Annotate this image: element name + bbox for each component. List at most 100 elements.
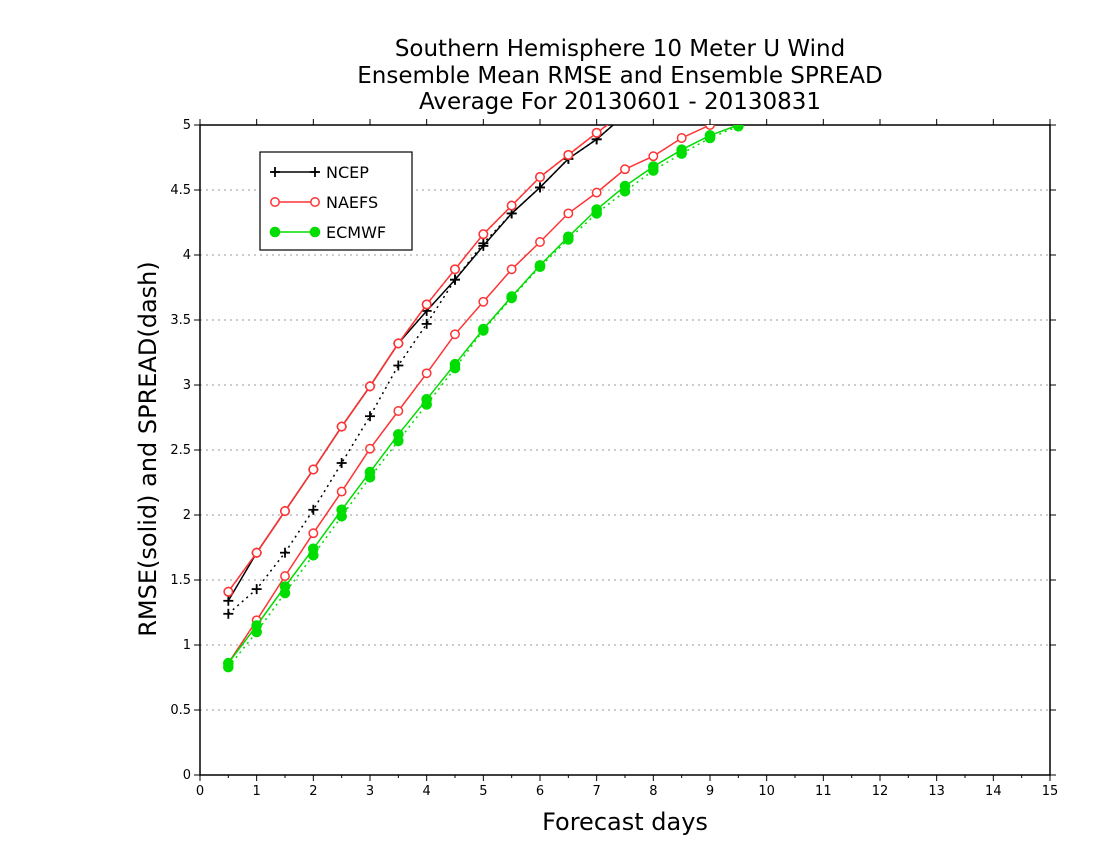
data-point-naefs-spread xyxy=(223,586,234,597)
data-point-ncep-spread xyxy=(223,608,234,619)
x-tick-label: 6 xyxy=(536,784,544,799)
data-point-naefs-spread xyxy=(421,299,432,310)
data-point-ncep-rmse xyxy=(223,595,234,606)
data-point-ecmwf-spread xyxy=(704,132,716,144)
data-point-naefs-spread xyxy=(506,200,517,211)
data-point-naefs-spread xyxy=(308,464,319,475)
data-point-ncep-spread xyxy=(308,504,319,515)
y-tick-label: 1.5 xyxy=(170,573,191,588)
data-point-ecmwf-spread xyxy=(364,472,376,483)
data-point-naefs-rmse2 xyxy=(280,571,290,582)
data-point-naefs-spread xyxy=(563,149,574,160)
data-point-ecmwf-spread xyxy=(308,550,319,561)
data-point-naefs-rmse2 xyxy=(506,264,517,275)
data-point-ncep-spread xyxy=(450,274,460,285)
series-line-naefs-rmse xyxy=(227,125,609,593)
legend: NCEP NAEFS ECMWF xyxy=(259,151,413,251)
data-point-naefs-rmse2 xyxy=(648,151,659,162)
chart-title-line-1: Southern Hemisphere 10 Meter U Wind xyxy=(394,36,846,62)
x-tick-label: 12 xyxy=(872,784,889,799)
x-tick-label: 10 xyxy=(758,784,775,799)
data-point-ncep-spread xyxy=(280,547,290,558)
data-point-naefs-spread xyxy=(535,172,545,182)
data-point-ncep-spread xyxy=(535,182,545,193)
legend-marker-ncep-start xyxy=(270,167,280,177)
data-point-naefs-rmse2 xyxy=(336,486,347,497)
x-tick-label: 8 xyxy=(649,784,657,799)
series-line-naefs-spread xyxy=(227,125,609,593)
data-point-ecmwf-spread xyxy=(223,661,234,673)
data-point-ecmwf-spread xyxy=(733,125,744,132)
data-point-naefs-rmse2 xyxy=(705,125,715,130)
y-tick-label: 1 xyxy=(183,638,191,653)
x-tick-label: 0 xyxy=(196,784,204,799)
data-point-naefs-rmse2 xyxy=(676,133,687,143)
data-point-naefs-spread xyxy=(450,264,460,275)
x-tick-label: 5 xyxy=(479,784,487,799)
data-point-ecmwf-spread xyxy=(336,511,347,522)
y-tick-label: 4.5 xyxy=(170,183,191,198)
y-tick-label: 0.5 xyxy=(170,703,191,718)
data-point-ecmwf-spread xyxy=(279,587,291,599)
y-tick-label: 3 xyxy=(183,378,191,393)
data-point-naefs-spread xyxy=(251,547,262,558)
chart-title-line-2: Ensemble Mean RMSE and Ensemble SPREAD xyxy=(357,63,883,89)
data-point-naefs-rmse2 xyxy=(308,528,319,539)
data-point-ecmwf-spread xyxy=(619,186,631,197)
data-point-naefs-rmse2 xyxy=(620,164,630,175)
x-tick-label: 15 xyxy=(1042,784,1059,799)
data-point-ncep-spread xyxy=(251,584,262,595)
data-point-naefs-rmse2 xyxy=(421,368,432,379)
data-point-naefs-rmse2 xyxy=(478,296,489,307)
data-point-ecmwf-spread xyxy=(534,261,546,273)
data-point-ecmwf-spread xyxy=(251,626,262,638)
data-point-naefs-spread xyxy=(336,421,347,432)
legend-marker-ecmwf-start xyxy=(269,226,281,238)
data-point-naefs-rmse2 xyxy=(393,406,404,416)
chart-title-line-3: Average For 20130601 - 20130831 xyxy=(418,89,822,115)
x-tick-label: 4 xyxy=(423,784,431,799)
y-tick-label: 2 xyxy=(183,508,191,523)
y-tick-label: 4 xyxy=(183,248,191,263)
legend-marker-ecmwf-end xyxy=(309,226,321,238)
data-point-naefs-rmse2 xyxy=(591,187,602,198)
data-point-naefs-rmse2 xyxy=(450,329,460,340)
y-tick-label: 2.5 xyxy=(170,443,191,458)
data-point-ecmwf-spread xyxy=(676,148,687,159)
data-point-ecmwf-spread xyxy=(506,292,517,304)
data-point-ecmwf-spread xyxy=(449,362,461,374)
data-point-naefs-spread xyxy=(365,381,375,392)
legend-marker-naefs-start xyxy=(270,197,280,207)
data-point-naefs-spread xyxy=(591,127,602,138)
data-point-ncep-spread xyxy=(365,411,375,422)
x-axis-label: Forecast days xyxy=(542,808,708,836)
data-point-ecmwf-spread xyxy=(393,435,404,447)
legend-label-naefs: NAEFS xyxy=(326,193,378,212)
x-tick-label: 2 xyxy=(309,784,317,799)
y-axis-label: RMSE(solid) and SPREAD(dash) xyxy=(134,261,162,637)
data-point-naefs-rmse2 xyxy=(563,208,574,219)
data-point-ncep-spread xyxy=(478,238,489,249)
y-tick-label: 0 xyxy=(183,768,191,783)
series-line-ecmwf-spread xyxy=(227,125,744,668)
data-point-ncep-spread xyxy=(393,360,404,371)
x-tick-label: 1 xyxy=(253,784,261,799)
x-tick-label: 13 xyxy=(928,784,945,799)
plot-area xyxy=(223,125,744,673)
data-point-ncep-spread xyxy=(336,458,347,468)
series-line-naefs-rmse2 xyxy=(227,125,712,664)
x-tick-label: 3 xyxy=(366,784,374,799)
data-point-naefs-spread xyxy=(478,229,489,240)
x-tick-label: 11 xyxy=(815,784,832,799)
legend-label-ncep: NCEP xyxy=(326,163,369,182)
legend-marker-naefs-end xyxy=(310,197,320,207)
legend-label-ecmwf: ECMWF xyxy=(326,223,386,242)
x-tick-label: 9 xyxy=(706,784,714,799)
data-point-ncep-spread xyxy=(421,318,432,329)
y-tick-label: 5 xyxy=(183,118,191,133)
data-point-naefs-spread xyxy=(280,506,290,517)
x-tick-label: 14 xyxy=(985,784,1002,799)
data-point-naefs-spread xyxy=(393,338,404,349)
legend-marker-ncep-end xyxy=(310,167,320,177)
